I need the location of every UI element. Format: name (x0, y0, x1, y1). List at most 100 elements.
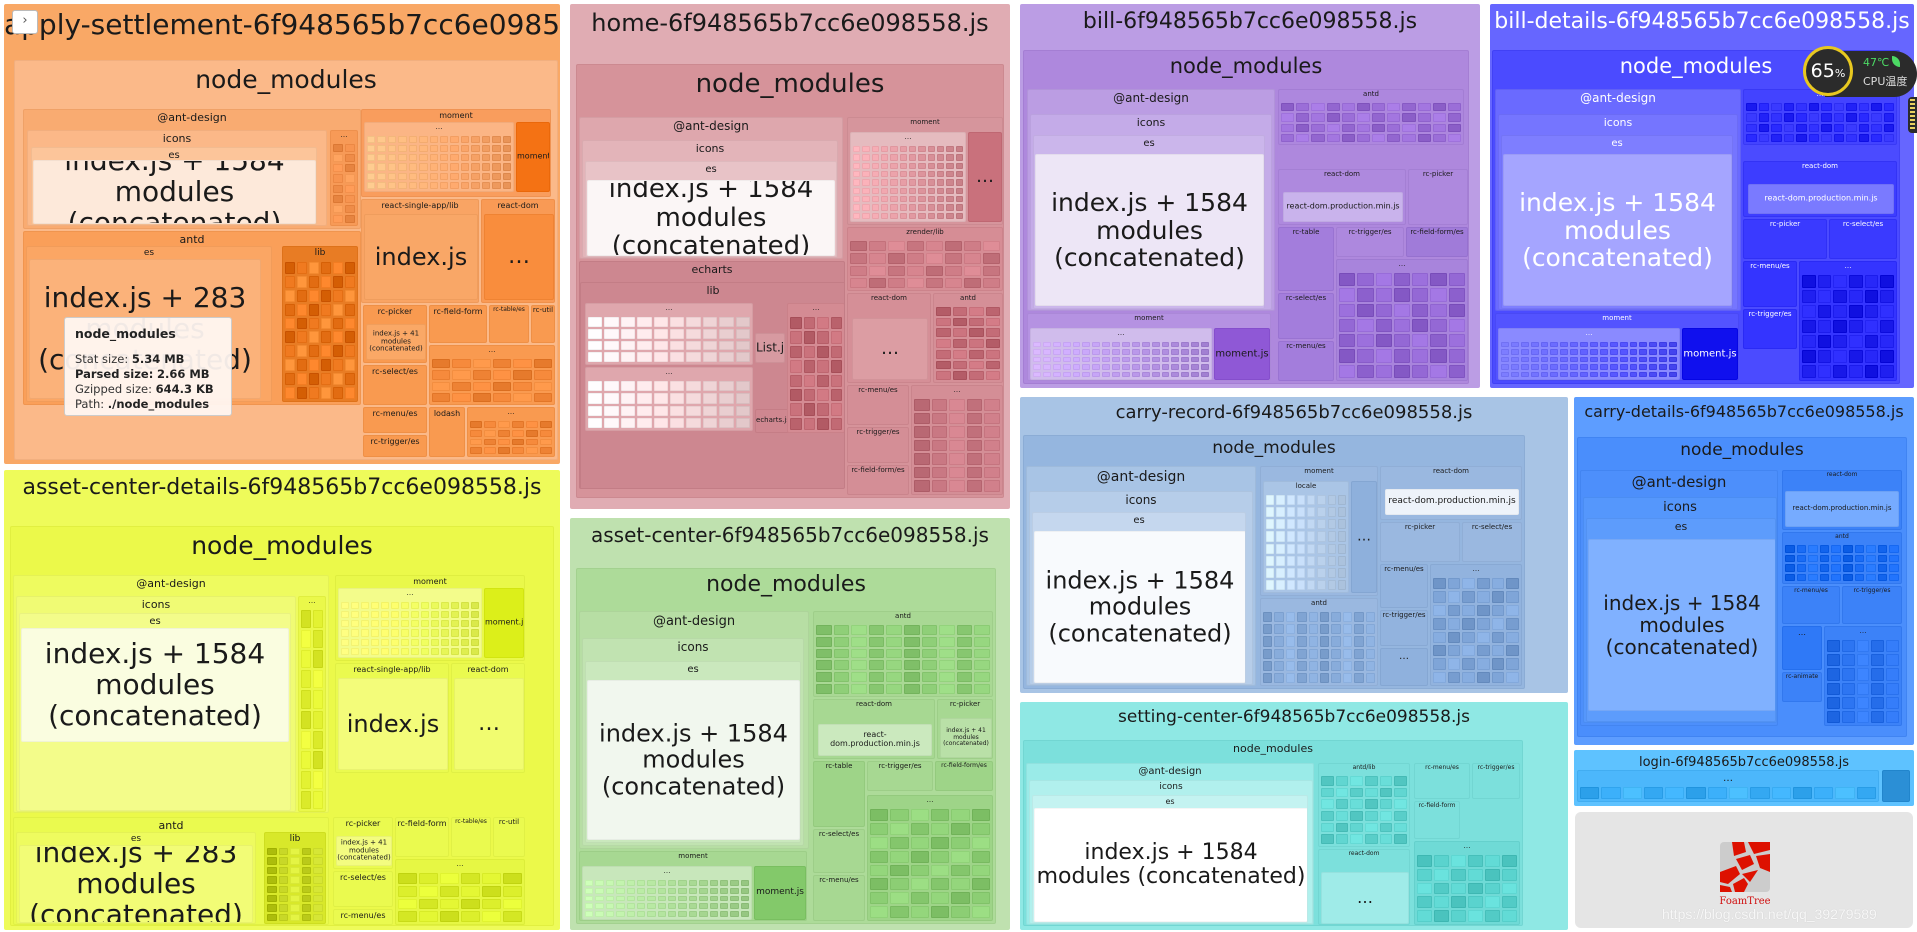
module-react-dom-production-min-js[interactable]: react-dom.production.min.js (818, 724, 932, 756)
module-node-modules[interactable]: node_modules @ant-design icons es index.js +… (10, 526, 554, 926)
module-item[interactable]: … (364, 122, 514, 192)
module-node-modules[interactable]: node_modules @ant-design icons es index.js +… (576, 568, 996, 924)
module-rc-trigger-es[interactable]: rc-trigger/es (867, 761, 933, 791)
module-index-js-41-modules-concatenated[interactable]: index.js + 41 modules (concatenated) (336, 836, 392, 866)
module-rc-util[interactable]: rc-util (493, 817, 525, 857)
module-item[interactable]: … (484, 214, 554, 300)
module-rc-util[interactable]: rc-util (531, 305, 555, 343)
module-node-modules[interactable]: node_modules @ant-design icons es index.js +… (14, 60, 558, 460)
chunk-asset-center-details-6f948565b7cc6e098558-js[interactable]: asset-center-details-6f948565b7cc6e09855… (4, 470, 560, 930)
module-react-single-app-lib[interactable]: react-single-app/lib index.js (361, 199, 479, 303)
module-moment[interactable]: moment … moment.js (361, 109, 551, 197)
module-react-dom[interactable]: react-dom react-dom.production.min.js (1380, 466, 1522, 520)
module-item[interactable]: … (968, 132, 1002, 222)
module-rc-menu-es[interactable]: rc-menu/es (363, 407, 427, 433)
module-index-js[interactable]: index.js (364, 214, 478, 300)
cpu-monitor-widget[interactable]: 65% 47℃ CPU温度 (1803, 46, 1917, 102)
chunk-carry-record-6f948565b7cc6e098558-js[interactable]: carry-record-6f948565b7cc6e098558.js node… (1020, 397, 1568, 693)
module-ant-design[interactable]: @ant-design icons es index.js + 1584 module… (579, 611, 809, 849)
module-rc-field-form-es[interactable]: rc-field-form/es (847, 465, 909, 495)
module-react-dom[interactable]: react-dom react-dom.production.min.js (813, 699, 935, 759)
module-index-js-1584-modules-concatenated[interactable]: index.js + 1584 modules (concatenated) (1034, 531, 1245, 683)
module-item[interactable]: … (429, 345, 555, 405)
module-item[interactable]: … (1430, 564, 1522, 686)
module-antd[interactable]: antd (933, 293, 1003, 383)
chunk-carry-details-6f948565b7cc6e098558-js[interactable]: carry-details-6f948565b7cc6e098558.js nod… (1574, 397, 1914, 745)
module-icons[interactable]: icons es index.js + 1584 modules (concaten… (1498, 114, 1738, 310)
module-antd-lib[interactable]: antd/lib (1318, 763, 1410, 847)
chunk-home-6f948565b7cc6e098558-js[interactable]: home-6f948565b7cc6e098558.js node_modules… (570, 4, 1010, 509)
module-ant-design[interactable]: @ant-design icons es index.js + 1584 module… (1026, 466, 1256, 686)
module-rc-menu-es[interactable]: rc-menu/es (1782, 586, 1840, 624)
module-item[interactable]: … (330, 130, 358, 226)
module-rc-picker[interactable]: rc-picker (1408, 169, 1468, 225)
module-rc-select-es[interactable]: rc-select/es (333, 871, 393, 907)
module-rc-menu-es[interactable]: rc-menu/es (813, 875, 865, 921)
module-item[interactable]: … (850, 132, 966, 222)
module-moment-js[interactable]: moment.js (1682, 328, 1738, 380)
module-react-dom[interactable]: react-dom react-dom.production.min.js (1743, 161, 1897, 217)
module-item[interactable] (1882, 770, 1910, 802)
module-ant-design[interactable]: @ant-design icons es index.js + 1584 module… (1027, 89, 1275, 311)
module-node-modules[interactable]: node_modules @ant-design icons es index.js +… (1492, 50, 1900, 384)
module-item[interactable]: … (1030, 328, 1212, 380)
module-ant-design[interactable]: @ant-design icons es index.js + 1584 module… (1495, 89, 1741, 311)
module-rc-picker[interactable]: rc-picker (1380, 522, 1460, 562)
module-node-modules[interactable]: node_modules @ant-design icons es index.js +… (1023, 740, 1523, 926)
module-lib[interactable]: lib……List.jsecharts.js… (580, 282, 844, 488)
module-antd[interactable]: antd (1278, 89, 1464, 145)
module-echarts-js[interactable]: echarts.js (755, 409, 791, 433)
module-icons[interactable]: icons es index.js + 1584 modules (concaten… (1583, 497, 1777, 723)
module-rc-table[interactable]: rc-table (1278, 227, 1334, 291)
module-antd[interactable]: antd (1782, 532, 1902, 584)
module-lib[interactable]: lib (282, 246, 358, 402)
module-item[interactable]: … (1414, 841, 1520, 925)
module-item[interactable]: … (1799, 261, 1897, 381)
module-rc-select-es[interactable]: rc-select/es (1462, 522, 1522, 562)
module-moment-js[interactable]: moment.js (484, 588, 524, 658)
module-index-js-1584-modules-concatenated[interactable]: index.js + 1584 modules (concatenated) (33, 160, 316, 224)
module-item[interactable]: … (585, 303, 753, 365)
module-rc-select-es[interactable]: rc-select/es (1829, 219, 1897, 259)
module-rc-table-es[interactable]: rc-table/es (489, 305, 529, 343)
module-index-js-41-modules-concatenated[interactable]: index.js + 41 modules (concatenated) (366, 324, 426, 360)
module-lodash[interactable]: lodash (429, 407, 465, 457)
module-list-js[interactable]: List.js (755, 333, 785, 363)
module-icons[interactable]: icons es index.js + 1584 modules (concaten… (582, 140, 838, 258)
module-es[interactable]: es index.js + 1584 modules (concatenated) (1501, 135, 1733, 309)
module-rc-trigger-es[interactable]: rc-trigger/es (1336, 227, 1404, 257)
module-item[interactable]: … (395, 859, 525, 925)
module-react-dom[interactable]: react-dom… (481, 199, 555, 303)
module-item[interactable]: … (298, 596, 326, 812)
module-es[interactable]: es index.js + 1584 modules (concatenated) (585, 161, 837, 257)
module-item[interactable]: … (1824, 626, 1902, 726)
chunk-setting-center-6f948565b7cc6e098558-js[interactable]: setting-center-6f948565b7cc6e098558.js no… (1020, 702, 1568, 930)
module-item[interactable]: … (585, 367, 753, 431)
chunk-bill-6f948565b7cc6e098558-js[interactable]: bill-6f948565b7cc6e098558.js node_modules… (1020, 4, 1480, 388)
module-moment-js[interactable]: moment.js (754, 866, 806, 920)
module-item[interactable]: … (1380, 648, 1428, 686)
module-react-dom-production-min-js[interactable]: react-dom.production.min.js (1785, 491, 1899, 527)
module-rc-trigger-es[interactable]: rc-trigger/es (1380, 610, 1428, 646)
module-react-dom-production-min-js[interactable]: react-dom.production.min.js (1748, 184, 1894, 214)
module-es[interactable]: es index.js + 1584 modules (concatenated) (1586, 518, 1776, 722)
module-es[interactable]: es index.js + 1584 modules (concatenated) (1033, 135, 1265, 309)
sidebar-toggle-button[interactable]: › (12, 10, 38, 34)
module-moment[interactable]: moment … moment.js (1027, 313, 1271, 381)
module-moment[interactable]: moment…… (847, 117, 1003, 225)
module-rc-menu-es[interactable]: rc-menu/es (333, 909, 393, 925)
module-icons[interactable]: icons es index.js + 1584 modules (concaten… (1029, 780, 1313, 924)
module-item[interactable]: … (582, 866, 752, 920)
module-moment[interactable]: moment locale… (1260, 466, 1378, 596)
module-moment[interactable]: moment … moment.js (579, 851, 807, 921)
module-moment-js[interactable]: moment.js (516, 122, 550, 192)
module-item[interactable]: … (1782, 626, 1822, 670)
module-react-dom-production-min-js[interactable]: react-dom.production.min.js (1385, 489, 1519, 515)
module-index-js-1584-modules-concatenated[interactable]: index.js + 1584 modules (concatenated) (1035, 154, 1264, 306)
module-rc-trigger-es[interactable]: rc-trigger/es (1743, 309, 1797, 349)
module-zrender-lib[interactable]: zrender/lib (847, 227, 1003, 291)
module-index-js-1584-modules-concatenated[interactable]: index.js + 1584 modules (concatenated) (1588, 539, 1775, 711)
module-rc-trigger-es[interactable]: rc-trigger/es (363, 435, 427, 457)
module-react-dom[interactable]: react-dom react-dom.production.min.js (1278, 169, 1406, 225)
